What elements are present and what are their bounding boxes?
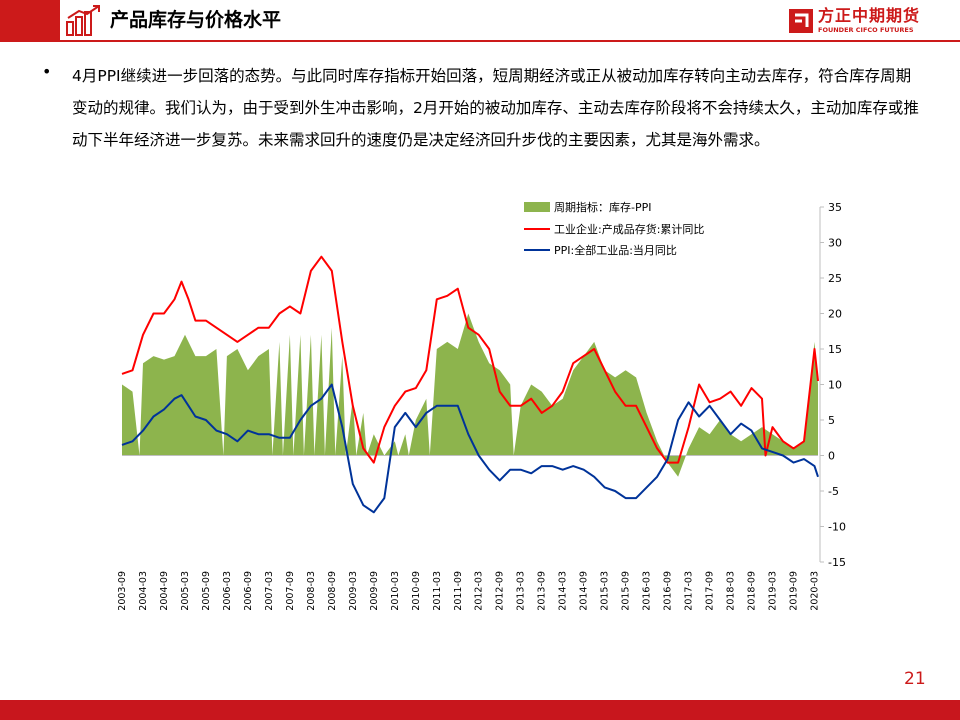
- series-line-inventory-yoy: [121, 255, 819, 464]
- x-tick-label: 2014-03: [558, 571, 569, 611]
- x-tick-label: 2017-03: [684, 571, 695, 611]
- x-tick-label: 2003-09: [117, 571, 128, 611]
- y-tick-label: 25: [828, 272, 842, 285]
- x-tick-label: 2012-09: [495, 571, 506, 611]
- page-number: 21: [904, 669, 926, 689]
- footer-bar: [0, 700, 960, 720]
- y-tick-label: 0: [828, 450, 835, 463]
- x-tick-label: 2012-03: [474, 571, 485, 611]
- x-tick-label: 2010-09: [411, 571, 422, 611]
- x-tick-label: 2013-09: [537, 571, 548, 611]
- legend-label: 工业企业:产成品存货:累计同比: [554, 222, 704, 236]
- x-tick-label: 2010-03: [390, 571, 401, 611]
- legend-swatch-area: [524, 202, 550, 212]
- y-tick-label: 35: [828, 201, 842, 214]
- header-divider: [0, 40, 960, 42]
- x-tick-label: 2008-03: [306, 571, 317, 611]
- y-tick-label: -5: [828, 485, 839, 498]
- y-tick-label: -10: [828, 521, 846, 534]
- x-tick-label: 2005-03: [180, 571, 191, 611]
- x-tick-label: 2015-09: [621, 571, 632, 611]
- legend-label: PPI:全部工业品:当月同比: [554, 243, 677, 257]
- logo-text-en: FOUNDER CIFCO FUTURES: [818, 26, 914, 34]
- x-tick-label: 2004-09: [159, 571, 170, 611]
- x-tick-label: 2016-09: [663, 571, 674, 611]
- x-tick-label: 2014-09: [579, 571, 590, 611]
- x-tick-label: 2018-03: [726, 571, 737, 611]
- y-tick-label: 20: [828, 308, 842, 321]
- header-red-block: [0, 0, 60, 40]
- company-logo: 方正中期期货 FOUNDER CIFCO FUTURES: [788, 6, 948, 38]
- x-tick-label: 2006-09: [243, 571, 254, 611]
- x-tick-label: 2005-09: [201, 571, 212, 611]
- inventory-ppi-chart: 35 30 25 20 15 10 5 0 -5 -10 -15 2003-09 2004-03 2004…: [117, 200, 846, 611]
- x-tick-label: 2020-03: [810, 571, 821, 611]
- x-tick-label: 2007-03: [264, 571, 275, 611]
- x-tick-label: 2019-03: [768, 571, 779, 611]
- x-tick-label: 2015-03: [600, 571, 611, 611]
- logo-text-cn: 方正中期期货: [818, 6, 921, 25]
- y-tick-label: -15: [828, 556, 846, 569]
- x-tick-label: 2019-09: [789, 571, 800, 611]
- x-tick-label: 2004-03: [138, 571, 149, 611]
- x-tick-label: 2017-09: [705, 571, 716, 611]
- series-area-inventory-minus-ppi: [122, 313, 818, 477]
- x-tick-label: 2016-03: [642, 571, 653, 611]
- logo-mark-icon: [789, 9, 813, 33]
- y-tick-label: 10: [828, 379, 842, 392]
- y-tick-label: 30: [828, 237, 842, 250]
- x-tick-label: 2007-09: [285, 571, 296, 611]
- bar-chart-icon: [66, 5, 100, 36]
- bullet-marker: •: [42, 62, 52, 81]
- x-tick-label: 2011-09: [453, 571, 464, 611]
- x-tick-label: 2008-09: [327, 571, 338, 611]
- y-tick-label: 15: [828, 343, 842, 356]
- x-tick-label: 2013-03: [516, 571, 527, 611]
- series-line-ppi-yoy: [121, 383, 819, 514]
- x-tick-label: 2009-03: [348, 571, 359, 611]
- page-title: 产品库存与价格水平: [110, 9, 282, 31]
- x-tick-label: 2009-09: [369, 571, 380, 611]
- x-tick-label: 2011-03: [432, 571, 443, 611]
- x-tick-label: 2018-09: [747, 571, 758, 611]
- y-tick-label: 5: [828, 414, 835, 427]
- bullet-text: 4月PPI继续进一步回落的态势。与此同时库存指标开始回落，短周期经济或正从被动加…: [72, 67, 919, 149]
- x-tick-label: 2006-03: [222, 571, 233, 611]
- legend-label: 周期指标：库存-PPI: [554, 200, 651, 214]
